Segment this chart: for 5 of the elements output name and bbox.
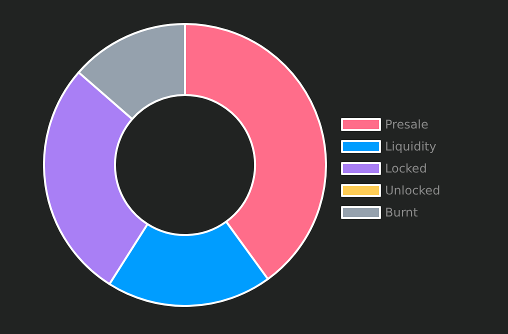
legend-label: Locked xyxy=(385,162,427,176)
legend-label: Unlocked xyxy=(385,184,440,198)
legend-label: Burnt xyxy=(385,206,418,220)
legend-label: Presale xyxy=(385,118,428,132)
legend-label: Liquidity xyxy=(385,140,436,154)
